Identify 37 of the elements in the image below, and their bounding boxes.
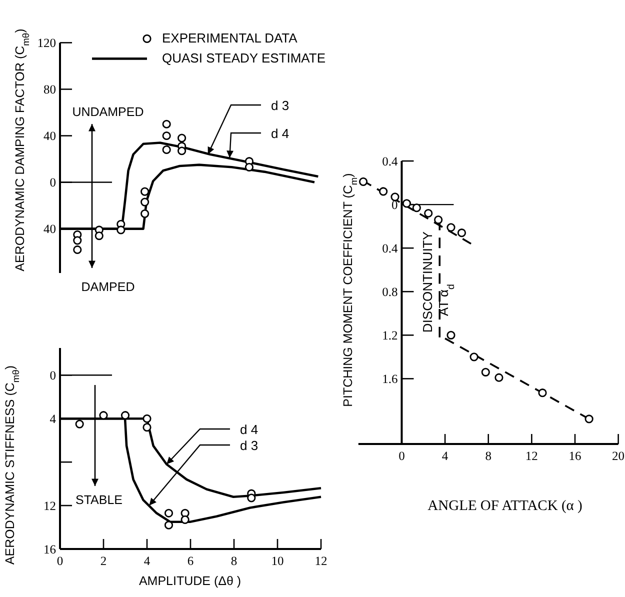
annotation: d 3 (271, 98, 290, 113)
x-tick-label: 4 (442, 449, 449, 463)
y-tick-label: 0.4 (382, 241, 398, 256)
y-tick-label: 1.2 (382, 328, 398, 343)
y-tick-label: 0 (50, 368, 56, 383)
y-tick-label: 40 (44, 129, 56, 144)
x-tick-label: 2 (100, 554, 107, 568)
y-tick-label: 12 (44, 498, 56, 513)
x-tick-label: 12 (525, 449, 538, 463)
x-tick-label: 16 (568, 449, 582, 463)
x-tick-label: 8 (485, 449, 492, 463)
text: DAMPED (81, 280, 135, 294)
annotation: d 4 (271, 126, 290, 141)
y-tick-label: 0.4 (382, 154, 398, 168)
y-tick-label: 0.8 (382, 284, 398, 299)
y-tick-label: 0 (50, 176, 56, 190)
x-tick-label: 6 (187, 554, 194, 568)
y-tick-label: 80 (44, 82, 56, 97)
x-tick-label: 10 (271, 554, 284, 568)
legend-label: QUASI STEADY ESTIMATE (162, 50, 326, 66)
annotation: d 3 (240, 438, 258, 453)
annotation: STABLE (75, 493, 123, 507)
y-tick-label: 40 (44, 222, 56, 236)
annotation: d 4 (240, 422, 258, 437)
x-tick-label: 20 (612, 449, 625, 463)
annotation: UNDAMPED (72, 105, 144, 119)
y-tick-label: 4 (50, 412, 57, 426)
x-axis-title: AMPLITUDE (Δθ ) (138, 574, 242, 588)
y-tick-label: 16 (44, 542, 56, 556)
y-tick-label: 120 (37, 36, 56, 50)
legend-label: EXPERIMENTAL DATA (162, 30, 298, 46)
x-axis-title: ANGLE OF ATTACK (α ) (428, 498, 582, 514)
x-tick-label: 8 (230, 554, 238, 568)
x-tick-label: 4 (144, 554, 151, 568)
y-tick-label: 1.6 (382, 372, 398, 386)
x-tick-label: 12 (314, 554, 328, 568)
y-tick-label: 0 (391, 198, 398, 212)
